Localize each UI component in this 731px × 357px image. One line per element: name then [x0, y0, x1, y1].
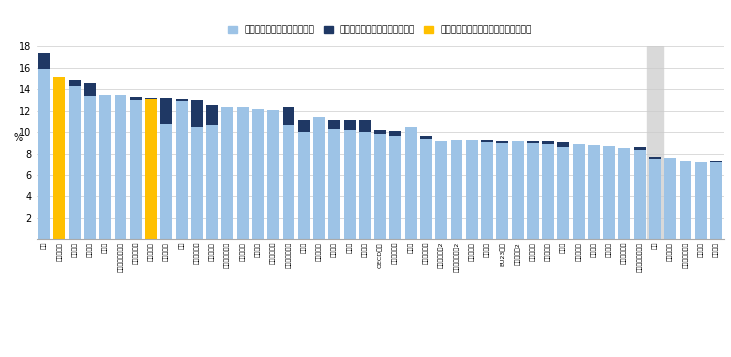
Legend: 直接的な公財政教育関連支出, 教育外の民間企業への移転支出, 財政支出に占める教育関連支出の比率: 直接的な公財政教育関連支出, 教育外の民間企業への移転支出, 財政支出に占める教… — [225, 22, 535, 38]
Bar — [420, 136, 432, 139]
Bar — [130, 97, 142, 100]
Bar — [130, 100, 142, 239]
Bar — [435, 141, 447, 239]
Bar — [634, 150, 645, 239]
Bar — [405, 127, 417, 239]
Bar — [206, 125, 218, 239]
Bar — [359, 120, 371, 132]
Bar — [450, 140, 463, 239]
Bar — [496, 141, 508, 143]
Bar — [603, 146, 615, 239]
Bar — [328, 129, 340, 239]
Bar — [191, 127, 202, 239]
Bar — [160, 98, 173, 124]
Y-axis label: %: % — [13, 133, 23, 143]
Bar — [680, 161, 692, 239]
Bar — [145, 99, 157, 239]
Bar — [588, 145, 600, 239]
Bar — [542, 144, 554, 239]
Bar — [283, 125, 295, 239]
Bar — [527, 143, 539, 239]
Bar — [53, 77, 65, 239]
Bar — [420, 139, 432, 239]
Bar — [328, 120, 340, 129]
Bar — [298, 132, 310, 239]
Bar — [496, 143, 508, 239]
Bar — [115, 95, 126, 239]
Bar — [481, 142, 493, 239]
Bar — [175, 101, 188, 239]
Bar — [191, 100, 202, 127]
Bar — [710, 161, 722, 162]
Bar — [374, 134, 386, 239]
Bar — [542, 141, 554, 144]
Bar — [99, 95, 111, 239]
Bar — [664, 158, 676, 239]
Bar — [618, 148, 630, 239]
Bar — [466, 140, 477, 239]
Bar — [84, 83, 96, 96]
Bar — [558, 147, 569, 239]
Bar — [344, 120, 355, 130]
Bar — [344, 130, 355, 239]
Bar — [512, 141, 523, 239]
Bar — [145, 98, 157, 99]
Bar — [710, 162, 722, 239]
Bar — [283, 107, 295, 125]
Bar — [237, 107, 249, 239]
Bar — [390, 136, 401, 239]
Bar — [268, 110, 279, 239]
Bar — [527, 141, 539, 143]
Bar — [649, 159, 661, 239]
Bar — [374, 130, 386, 134]
Bar — [648, 46, 662, 239]
Bar — [634, 147, 645, 150]
Bar — [69, 86, 80, 239]
Bar — [175, 99, 188, 101]
Bar — [313, 117, 325, 239]
Bar — [38, 53, 50, 69]
Bar — [252, 109, 264, 239]
Bar — [558, 142, 569, 147]
Bar — [649, 157, 661, 159]
Bar — [572, 144, 585, 239]
Bar — [69, 80, 80, 86]
Bar — [298, 120, 310, 132]
Bar — [390, 131, 401, 136]
Bar — [38, 69, 50, 239]
Bar — [221, 107, 233, 239]
Bar — [160, 124, 173, 239]
Bar — [206, 105, 218, 125]
Bar — [359, 132, 371, 239]
Bar — [481, 140, 493, 142]
Bar — [84, 96, 96, 239]
Bar — [695, 162, 707, 239]
